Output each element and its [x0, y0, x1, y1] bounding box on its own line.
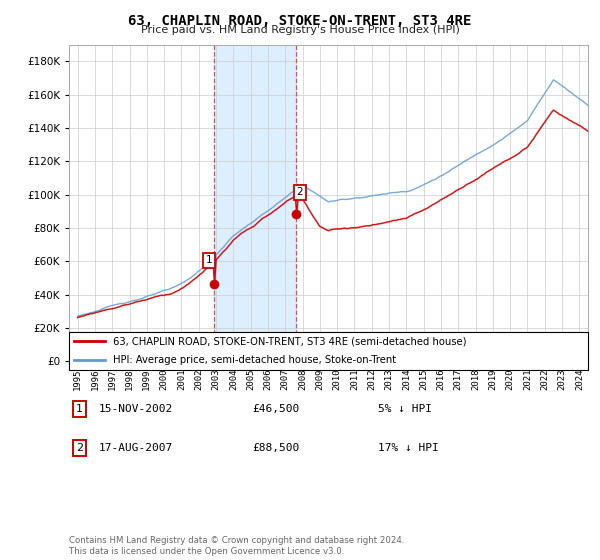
Text: £88,500: £88,500: [252, 443, 299, 453]
Text: 1: 1: [205, 255, 212, 265]
FancyBboxPatch shape: [69, 332, 588, 370]
Text: Contains HM Land Registry data © Crown copyright and database right 2024.
This d: Contains HM Land Registry data © Crown c…: [69, 536, 404, 556]
Text: 5% ↓ HPI: 5% ↓ HPI: [378, 404, 432, 414]
Text: 1: 1: [76, 404, 83, 414]
Text: Price paid vs. HM Land Registry's House Price Index (HPI): Price paid vs. HM Land Registry's House …: [140, 25, 460, 35]
Text: 15-NOV-2002: 15-NOV-2002: [99, 404, 173, 414]
Text: 2: 2: [296, 187, 303, 197]
Text: 2: 2: [76, 443, 83, 453]
Text: 17-AUG-2007: 17-AUG-2007: [99, 443, 173, 453]
Text: £46,500: £46,500: [252, 404, 299, 414]
Text: HPI: Average price, semi-detached house, Stoke-on-Trent: HPI: Average price, semi-detached house,…: [113, 355, 396, 365]
Text: 63, CHAPLIN ROAD, STOKE-ON-TRENT, ST3 4RE (semi-detached house): 63, CHAPLIN ROAD, STOKE-ON-TRENT, ST3 4R…: [113, 336, 467, 346]
Text: 17% ↓ HPI: 17% ↓ HPI: [378, 443, 439, 453]
Text: 63, CHAPLIN ROAD, STOKE-ON-TRENT, ST3 4RE: 63, CHAPLIN ROAD, STOKE-ON-TRENT, ST3 4R…: [128, 14, 472, 28]
Bar: [214, 45, 296, 361]
